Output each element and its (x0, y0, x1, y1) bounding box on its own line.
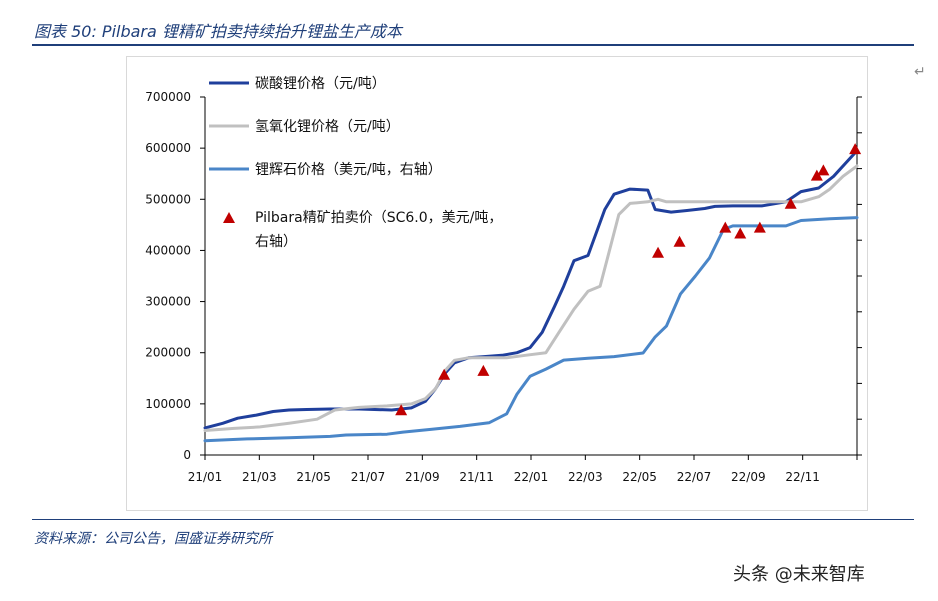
series-line-1 (203, 149, 859, 430)
x-tick-label: 21/07 (351, 470, 386, 484)
y-left-tick-label: 200000 (145, 346, 191, 360)
chart: 0 100000 200000 300000 400000 500000 600000 700… (145, 76, 862, 484)
series-line-2 (203, 164, 859, 432)
auction-price-marker (734, 227, 747, 239)
y-left-tick-label: 500000 (145, 192, 191, 206)
y-left-tick-label: 300000 (145, 295, 191, 309)
y-left-tick-label: 700000 (145, 90, 191, 104)
y-left-tick-label: 600000 (145, 141, 191, 155)
auction-price-marker (395, 404, 408, 416)
auction-price-marker (810, 169, 823, 181)
legend-swatch-marker (223, 212, 235, 223)
x-tick-label: 22/11 (785, 470, 820, 484)
axes: 0 100000 200000 300000 400000 500000 600000 700… (145, 90, 862, 484)
x-tick-label: 22/05 (622, 470, 657, 484)
series-line-3 (203, 216, 859, 443)
x-tick-label: 21/03 (242, 470, 277, 484)
auction-price-marker (784, 197, 797, 209)
auction-price-marker (673, 235, 686, 247)
source-note: 资料来源：公司公告，国盛证券研究所 (34, 531, 272, 547)
y-left-tick-label: 0 (183, 448, 191, 462)
return-arrow-icon: ↵ (914, 64, 926, 80)
legend-label: 右轴） (255, 234, 297, 250)
y-left-tick-label: 400000 (145, 243, 191, 257)
auction-price-marker (753, 221, 766, 233)
x-tick-label: 22/03 (568, 470, 603, 484)
x-tick-label: 21/05 (296, 470, 331, 484)
x-tick-label: 22/01 (514, 470, 549, 484)
x-tick-label: 21/11 (459, 470, 494, 484)
auction-price-marker (719, 221, 732, 233)
auction-price-marker (477, 364, 490, 376)
x-tick-label: 22/09 (731, 470, 766, 484)
x-tick-label: 21/09 (405, 470, 440, 484)
watermark: 头条 @未来智库 (733, 564, 865, 585)
chart-frame: 0 100000 200000 300000 400000 500000 600000 700… (126, 56, 868, 511)
legend-label: 氢氧化锂价格（元/吨） (255, 119, 400, 135)
source-rule (32, 519, 914, 520)
auction-price-marker (849, 143, 862, 155)
auction-price-marker (652, 246, 665, 258)
x-tick-label: 21/01 (188, 470, 223, 484)
legend-label: Pilbara精矿拍卖价（SC6.0，美元/吨， (255, 210, 502, 226)
legend-label: 碳酸锂价格（元/吨） (255, 76, 386, 92)
figure-title: 图表 50: Pilbara 锂精矿拍卖持续抬升锂盐生产成本 (34, 22, 402, 41)
auction-price-marker (817, 164, 830, 176)
title-rule (32, 44, 914, 46)
legend: 碳酸锂价格（元/吨） 氢氧化锂价格（元/吨） 锂辉石价格（美元/吨，右轴） Pilba… (209, 76, 502, 250)
y-left-tick-label: 100000 (145, 397, 191, 411)
auction-price-marker (438, 368, 451, 380)
series-layer (203, 143, 862, 443)
legend-label: 锂辉石价格（美元/吨，右轴） (255, 162, 442, 178)
x-tick-label: 22/07 (677, 470, 712, 484)
